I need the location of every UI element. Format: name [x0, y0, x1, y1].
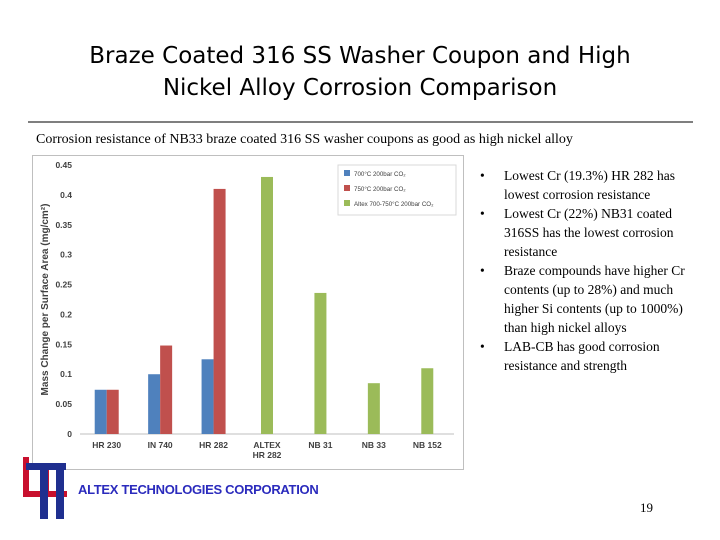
bar-1: [94, 389, 107, 434]
legend-label: Altex 700-750°C 200bar CO₂: [354, 201, 434, 208]
y-tick-label: 0: [67, 429, 72, 439]
bar-1: [201, 359, 214, 434]
bullet-item: LAB-CB has good corrosion resistance and…: [478, 337, 698, 375]
altex-logo: [23, 457, 67, 519]
bar-2: [213, 188, 226, 434]
bullet-item: Lowest Cr (22%) NB31 coated 316SS has th…: [478, 204, 698, 261]
y-tick-label: 0.15: [55, 339, 72, 349]
y-tick-label: 0.35: [55, 220, 72, 230]
y-tick-label: 0.25: [55, 280, 72, 290]
bullet-item: Lowest Cr (19.3%) HR 282 has lowest corr…: [478, 166, 698, 204]
legend-label: 700°C 200bar CO₂: [354, 171, 406, 178]
page-number: 19: [640, 500, 653, 515]
y-tick-label: 0.2: [60, 309, 72, 319]
bar-2: [106, 389, 119, 434]
x-tick-label: HR 282: [199, 440, 228, 450]
bar-2: [160, 345, 173, 434]
y-tick-label: 0.05: [55, 399, 72, 409]
company-name: ALTEX TECHNOLOGIES CORPORATION: [78, 482, 319, 497]
title-divider: [28, 121, 693, 123]
x-tick-label: IN 740: [148, 440, 173, 450]
x-tick-label: HR 230: [92, 440, 121, 450]
slide-subtitle: Corrosion resistance of NB33 braze coate…: [36, 132, 573, 147]
corrosion-bar-chart: 0 0.05 0.1 0.15 0.2 0.25 0.3 0.35 0.4 0.45 Mass Ch…: [32, 155, 464, 470]
bar-3: [314, 292, 327, 434]
bar-3: [367, 383, 380, 434]
y-tick-label: 0.4: [60, 190, 72, 200]
legend-swatch: [344, 185, 350, 191]
slide-title-line2: Nickel Alloy Corrosion Comparison: [162, 75, 558, 101]
y-tick-label: 0.1: [60, 369, 72, 379]
x-tick-label: HR 282: [253, 450, 282, 460]
x-tick-label: NB 152: [413, 440, 442, 450]
slide-title: Braze Coated 316 SS Washer Coupon and Hi…: [40, 40, 680, 104]
bullet-item: Braze compounds have higher Cr contents …: [478, 261, 698, 337]
bullet-list: Lowest Cr (19.3%) HR 282 has lowest corr…: [478, 166, 698, 375]
bar-3: [421, 368, 434, 434]
bar-1: [148, 374, 161, 434]
bar-3: [261, 176, 273, 434]
y-tick-label: 0.45: [55, 160, 72, 170]
x-tick-label: NB 31: [308, 440, 332, 450]
legend-swatch: [344, 200, 350, 206]
y-tick-label: 0.3: [60, 250, 72, 260]
slide-title-line1: Braze Coated 316 SS Washer Coupon and Hi…: [89, 43, 631, 69]
legend-label: 750°C 200bar CO₂: [354, 186, 406, 193]
x-tick-label: ALTEX: [253, 440, 281, 450]
legend-box: [337, 164, 457, 216]
y-axis-label: Mass Change per Surface Area (mg/cm²): [40, 204, 51, 396]
legend-swatch: [344, 170, 350, 176]
x-tick-label: NB 33: [362, 440, 386, 450]
